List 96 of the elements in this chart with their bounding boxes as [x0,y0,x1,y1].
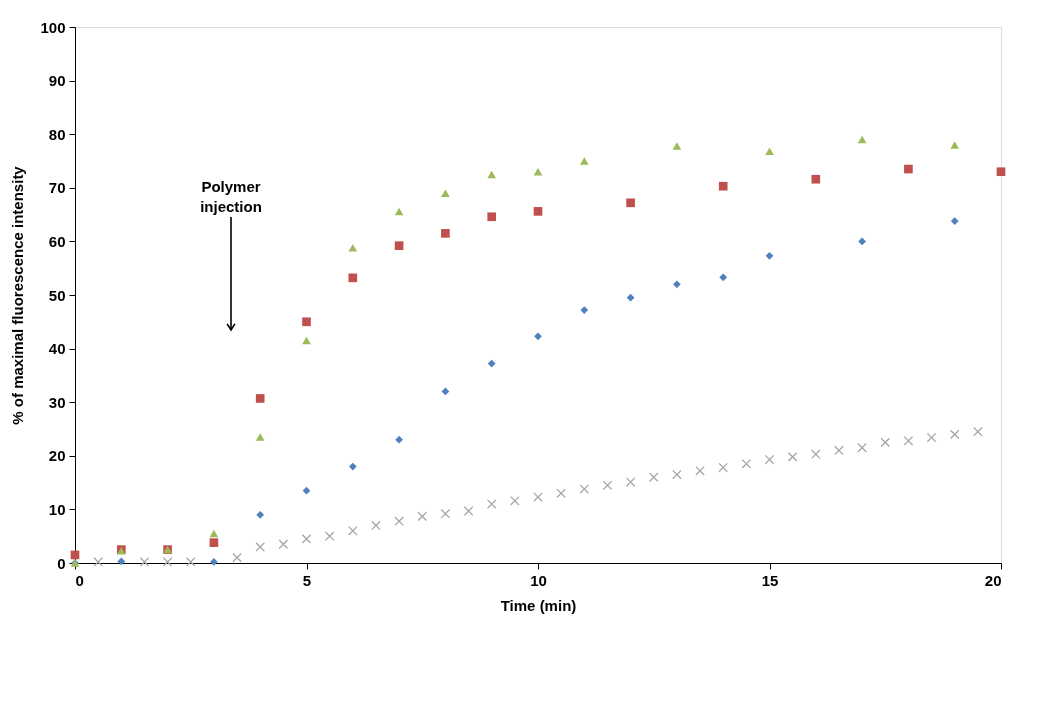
point [348,273,358,283]
point [996,167,1006,177]
point [394,516,404,527]
point [718,181,728,191]
y-axis-title: % of maximal fluorescence intensity [9,165,27,425]
point [256,510,265,519]
point [648,472,659,483]
y-tick-label: 0 [57,554,66,572]
point [949,429,960,440]
y-tick-label: 30 [48,393,66,411]
point [580,306,589,314]
x-tick-label: 0 [75,571,84,589]
point [787,452,798,462]
point [395,435,403,444]
point [834,445,844,456]
point [857,135,867,144]
point [673,280,681,289]
point [625,477,636,487]
point [301,534,312,544]
point [950,217,959,225]
point [719,273,728,282]
point [487,212,497,222]
point [926,432,937,443]
point [765,147,774,156]
point [904,164,913,174]
point [487,359,496,368]
point [950,141,960,149]
point [232,552,242,563]
x-axis-title: Time (min) [500,596,577,614]
point [93,557,103,567]
point [209,529,219,538]
point [348,244,358,252]
point [486,499,497,509]
point [139,557,150,567]
point [579,484,590,494]
point [210,558,218,566]
y-tick-label: 70 [48,179,66,197]
y-tick-label: 40 [48,340,66,358]
point [858,237,866,246]
point [255,394,265,403]
point [811,174,821,184]
y-tick-label: 20 [48,447,66,465]
point [278,539,289,550]
y-tick-label: 10 [48,500,66,518]
point [487,170,497,179]
y-tick-label: 60 [48,232,66,250]
point [695,465,705,476]
point [302,317,311,327]
point [626,198,635,208]
point [718,462,729,473]
point [533,492,543,502]
point [463,506,474,516]
point [534,332,542,341]
x-tick-label: 15 [761,571,779,589]
point [302,336,311,345]
point [371,520,381,531]
point [510,495,520,506]
point [810,449,821,460]
annotation: Polymer injection [200,178,262,215]
x-tick-label: 20 [984,571,1002,589]
point [556,488,566,499]
point [765,252,774,260]
point [417,511,428,522]
point [255,542,266,552]
point [162,557,173,567]
x-tick-label: 10 [530,571,547,589]
point [533,207,543,216]
y-tick-label: 100 [40,18,66,36]
point [626,293,635,302]
point [117,557,126,566]
point [347,526,358,536]
point [602,480,613,491]
point [441,387,450,396]
point [440,508,451,519]
point [579,157,589,165]
point [903,435,914,446]
point [441,189,450,197]
point [348,462,357,471]
y-tick-label: 90 [48,72,66,90]
point [441,229,450,238]
point [394,241,404,251]
point [672,469,682,480]
point [973,426,983,437]
point [394,207,404,216]
y-tick-label: 80 [48,125,66,143]
x-tick-label: 5 [302,571,312,589]
point [185,557,196,567]
point [764,454,775,465]
point [672,142,682,150]
point [741,459,752,469]
point [255,433,265,441]
y-tick-label: 50 [48,286,66,304]
point [857,442,867,453]
point [880,437,891,448]
point [324,531,335,542]
point [209,538,219,547]
